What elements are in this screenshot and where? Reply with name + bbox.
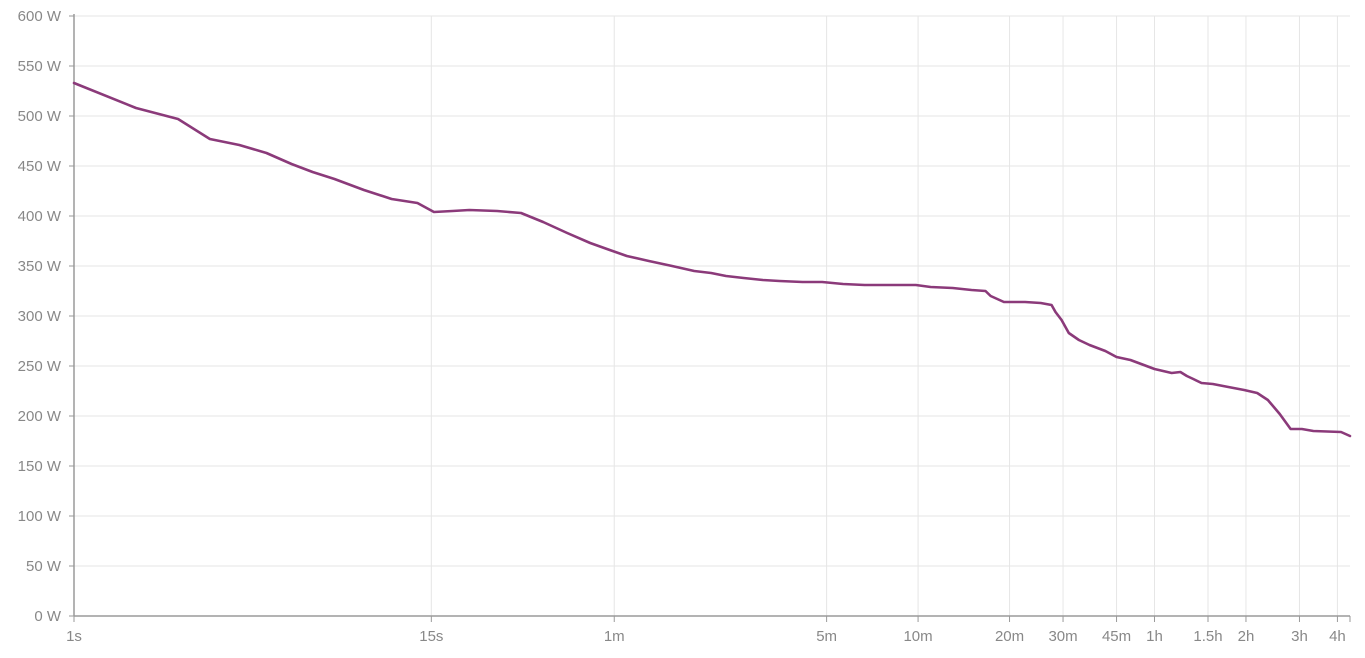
label-layer: 0 W 50 W 100 W 150 W 200 W 250 W 300 W 350 W 400…	[18, 8, 1346, 645]
grid-layer	[74, 15, 1350, 616]
x-tick-label: 1.5h	[1193, 628, 1222, 645]
y-tick-label: 200 W	[18, 408, 62, 425]
y-tick-label: 550 W	[18, 58, 62, 75]
y-tick-label: 600 W	[18, 8, 62, 25]
y-tick-label: 100 W	[18, 508, 62, 525]
x-tick-label: 15s	[419, 628, 443, 645]
y-tick-label: 500 W	[18, 108, 62, 125]
x-tick-label: 2h	[1238, 628, 1255, 645]
power-series-line	[72, 81, 1352, 438]
x-tick-label: 3h	[1291, 628, 1308, 645]
y-tick-label: 50 W	[26, 558, 62, 575]
y-tick-label: 300 W	[18, 308, 62, 325]
y-tick-label: 250 W	[18, 358, 62, 375]
axis-layer	[69, 14, 1351, 622]
y-tick-label: 400 W	[18, 208, 62, 225]
x-tick-label: 45m	[1102, 628, 1131, 645]
x-tick-label: 20m	[995, 628, 1024, 645]
x-tick-label: 1s	[66, 628, 82, 645]
y-tick-label: 150 W	[18, 458, 62, 475]
x-tick-label: 1h	[1146, 628, 1163, 645]
y-tick-label: 450 W	[18, 158, 62, 175]
x-tick-label: 1m	[604, 628, 625, 645]
x-tick-label: 10m	[903, 628, 932, 645]
x-tick-label: 4h	[1329, 628, 1346, 645]
y-tick-label: 0 W	[34, 608, 62, 625]
x-tick-label: 30m	[1048, 628, 1077, 645]
y-tick-label: 350 W	[18, 258, 62, 275]
x-tick-label: 5m	[816, 628, 837, 645]
series-layer	[72, 81, 1352, 438]
